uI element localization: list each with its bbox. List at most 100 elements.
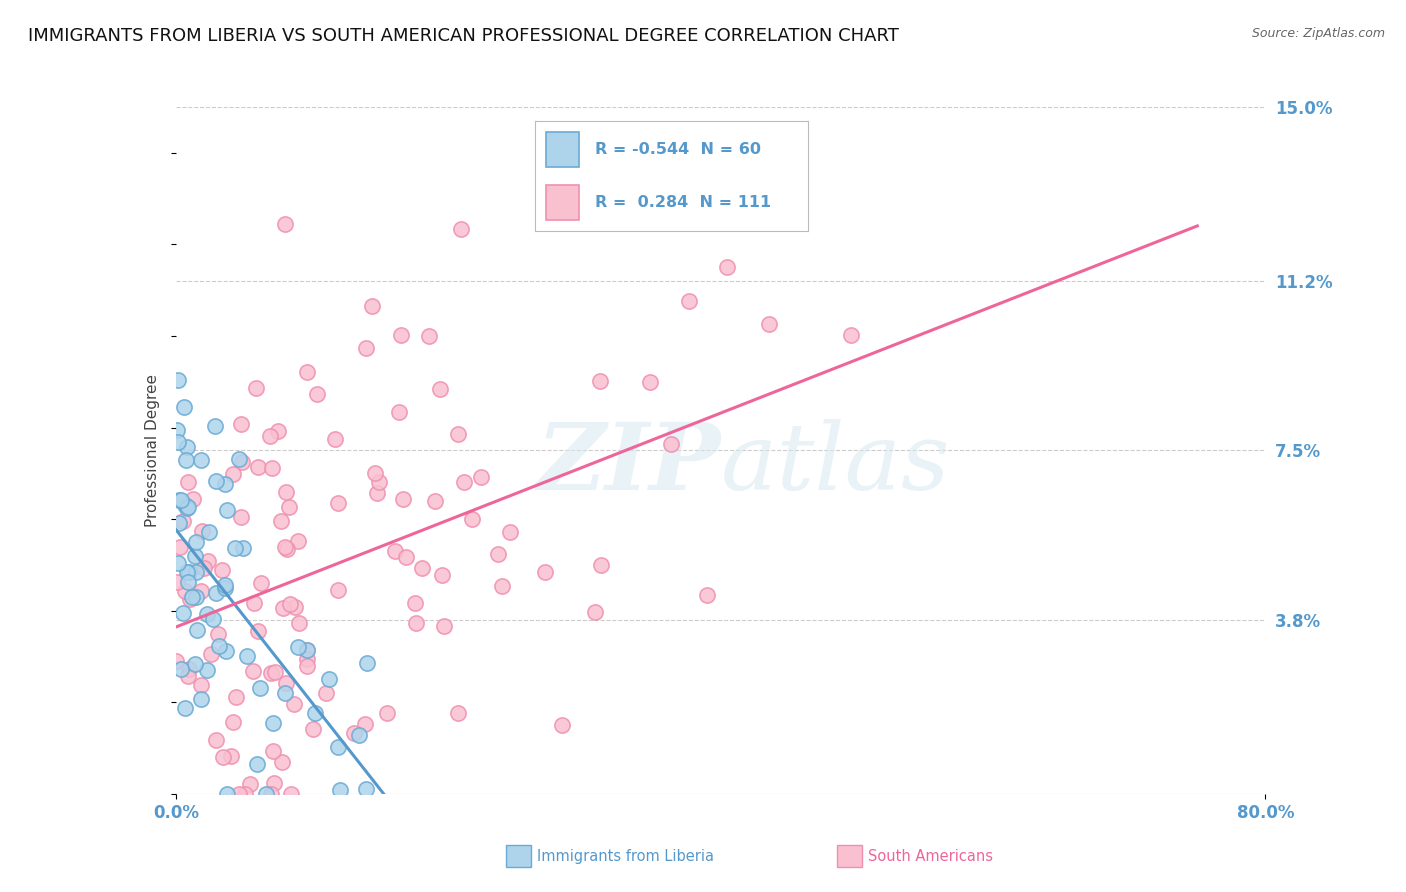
Point: [305, 387, 328, 401]
Point: [166, 574, 188, 589]
Point: [259, 666, 281, 681]
Point: [239, 776, 262, 790]
Point: [222, 467, 245, 481]
Point: [271, 601, 294, 615]
Point: [197, 554, 219, 568]
Point: [201, 612, 224, 626]
Point: [166, 434, 188, 449]
Point: [295, 658, 318, 673]
Point: [429, 382, 451, 396]
Text: Source: ZipAtlas.com: Source: ZipAtlas.com: [1251, 27, 1385, 40]
Point: [343, 726, 366, 740]
Point: [172, 607, 194, 621]
Point: [534, 565, 557, 579]
Point: [167, 373, 190, 387]
Point: [174, 584, 197, 599]
Point: [214, 477, 236, 491]
Point: [278, 500, 301, 514]
Point: [225, 690, 247, 705]
Point: [259, 429, 281, 443]
Point: [214, 582, 236, 596]
Point: [231, 455, 253, 469]
Point: [470, 470, 492, 484]
Point: [262, 715, 284, 730]
Y-axis label: Professional Degree: Professional Degree: [145, 374, 160, 527]
Point: [411, 560, 433, 574]
Point: [589, 374, 612, 388]
Point: [384, 544, 406, 558]
Point: [638, 375, 661, 389]
Point: [273, 217, 295, 231]
Point: [181, 591, 204, 605]
Point: [212, 750, 235, 764]
Point: [276, 542, 298, 557]
Point: [288, 616, 311, 631]
Point: [184, 535, 207, 549]
Point: [219, 749, 242, 764]
Point: [323, 432, 346, 446]
Point: [247, 459, 270, 474]
Point: [270, 514, 292, 528]
Point: [177, 500, 200, 514]
Point: [716, 260, 738, 274]
Point: [278, 598, 301, 612]
Point: [696, 588, 718, 602]
Point: [297, 365, 319, 379]
Point: [172, 514, 194, 528]
Point: [447, 706, 470, 720]
Point: [368, 475, 391, 489]
Point: [179, 592, 201, 607]
Point: [349, 728, 371, 742]
Point: [245, 381, 267, 395]
Point: [315, 686, 337, 700]
Point: [170, 492, 193, 507]
Point: [200, 647, 222, 661]
Point: [232, 541, 254, 555]
Point: [190, 692, 212, 706]
Point: [174, 453, 197, 467]
Point: [181, 491, 204, 506]
Point: [263, 665, 285, 680]
Point: [354, 717, 377, 731]
Point: [183, 549, 205, 564]
Point: [177, 669, 200, 683]
Point: [405, 615, 427, 630]
Point: [224, 541, 246, 555]
Point: [229, 417, 252, 431]
Point: [228, 452, 250, 467]
Text: IMMIGRANTS FROM LIBERIA VS SOUTH AMERICAN PROFESSIONAL DEGREE CORRELATION CHART: IMMIGRANTS FROM LIBERIA VS SOUTH AMERICA…: [28, 27, 898, 45]
Point: [354, 782, 377, 797]
Point: [287, 534, 309, 549]
Point: [190, 584, 212, 599]
Point: [304, 706, 326, 721]
Point: [453, 475, 475, 490]
Point: [446, 427, 468, 442]
Point: [215, 787, 238, 801]
Point: [274, 675, 297, 690]
Point: [287, 640, 309, 654]
Point: [207, 627, 229, 641]
Point: [295, 642, 318, 657]
Point: [295, 651, 318, 665]
Point: [274, 485, 297, 500]
Point: [389, 328, 412, 343]
Point: [375, 706, 398, 720]
Point: [486, 547, 509, 561]
Point: [173, 400, 195, 414]
Point: [329, 782, 352, 797]
Point: [208, 639, 231, 653]
Point: [198, 524, 221, 539]
Point: [450, 221, 472, 235]
Point: [423, 494, 446, 508]
Text: ZIP: ZIP: [536, 419, 721, 509]
Point: [204, 475, 226, 489]
Point: [215, 644, 238, 658]
Point: [191, 524, 214, 538]
Point: [283, 697, 305, 711]
Point: [295, 643, 318, 657]
Point: [284, 599, 307, 614]
Point: [170, 662, 193, 676]
Point: [177, 566, 200, 580]
Point: [165, 654, 187, 668]
Point: [433, 619, 456, 633]
